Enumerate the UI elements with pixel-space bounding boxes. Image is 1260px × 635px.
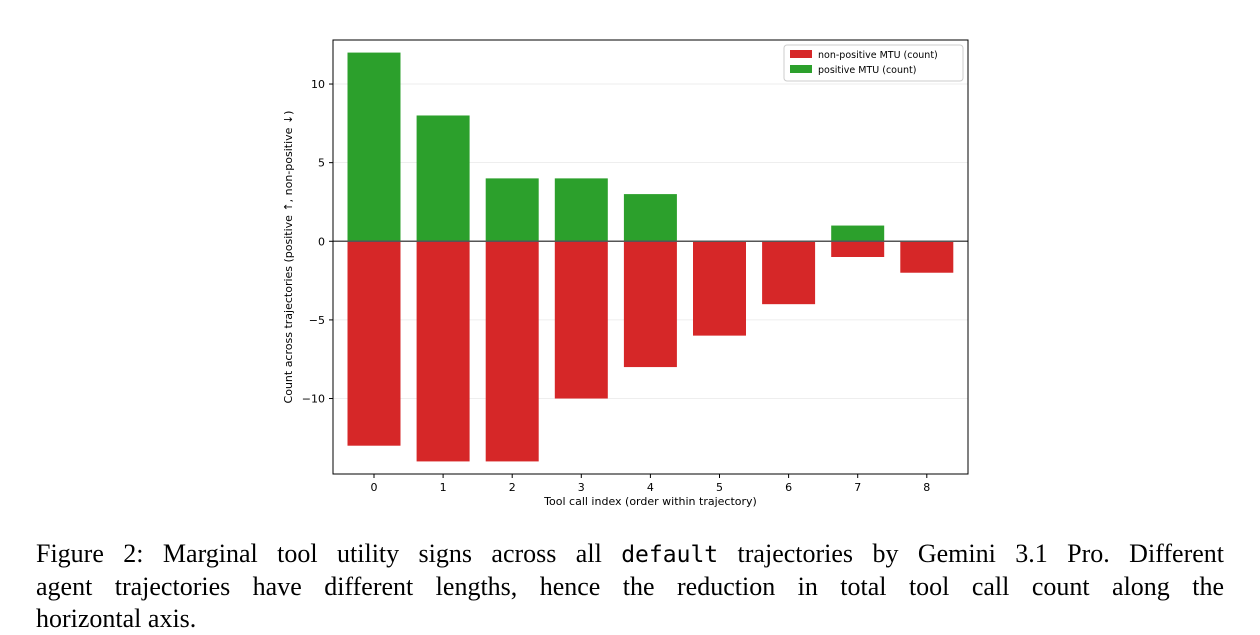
x-axis-ticks: 0 1 2 3 4 5 6 7 8: [371, 474, 930, 494]
caption-line-2: agent trajectories have different length…: [36, 572, 1224, 601]
legend-box: [783, 44, 964, 82]
y-tick-label: 10: [311, 78, 325, 91]
x-tick-label: 6: [785, 481, 792, 494]
x-axis-label: Tool call index (order within trajectory…: [543, 495, 757, 508]
legend-label: non-positive MTU (count): [818, 50, 938, 61]
bar: [485, 241, 539, 462]
x-tick-label: 4: [647, 481, 654, 494]
legend-label: positive MTU (count): [818, 65, 916, 76]
x-tick-label: 1: [440, 481, 447, 494]
y-axis-label: Count across trajectories (positive ↑, n…: [282, 111, 295, 404]
bar: [347, 241, 401, 446]
x-tick-label: 3: [578, 481, 585, 494]
x-tick-label: 8: [923, 481, 930, 494]
x-tick-label: 5: [716, 481, 723, 494]
caption-suffix: trajectories by Gemini 3.1 Pro. Differen…: [718, 539, 1224, 568]
bar: [623, 194, 677, 242]
y-axis-ticks: −10 −5 0 5 10: [302, 78, 333, 406]
bar: [831, 241, 885, 257]
legend-swatch: [790, 50, 812, 58]
bar: [416, 115, 470, 242]
bars: [347, 52, 954, 462]
legend-swatch: [790, 65, 812, 73]
caption-prefix: Figure 2: Marginal tool utility signs ac…: [36, 539, 622, 568]
y-tick-label: 5: [318, 157, 325, 170]
x-tick-label: 0: [371, 481, 378, 494]
bar: [347, 52, 401, 242]
x-tick-label: 2: [509, 481, 516, 494]
legend: non-positive MTU (count) positive MTU (co…: [783, 44, 964, 82]
bar: [831, 225, 885, 242]
figure-caption: Figure 2: Marginal tool utility signs ac…: [36, 538, 1224, 635]
bar: [900, 241, 954, 273]
caption-line-1: Figure 2: Marginal tool utility signs ac…: [36, 538, 1224, 571]
y-tick-label: −10: [302, 393, 325, 406]
caption-code: default: [621, 542, 719, 568]
bar: [554, 178, 608, 242]
bar: [762, 241, 816, 305]
chart: −10 −5 0 5 10 0 1 2 3 4 5 6 7 8 Tool call index (ord…: [282, 39, 969, 508]
bar: [623, 241, 677, 368]
y-tick-label: −5: [309, 314, 325, 327]
x-tick-label: 7: [854, 481, 861, 494]
bar-chart: −10 −5 0 5 10 0 1 2 3 4 5 6 7 8 Tool call index (ord…: [282, 39, 969, 508]
caption-line-3: horizontal axis.: [36, 604, 197, 633]
bar: [693, 241, 746, 336]
bar: [554, 241, 608, 399]
y-tick-label: 0: [318, 235, 325, 248]
bar: [485, 178, 539, 242]
bar: [416, 241, 470, 462]
